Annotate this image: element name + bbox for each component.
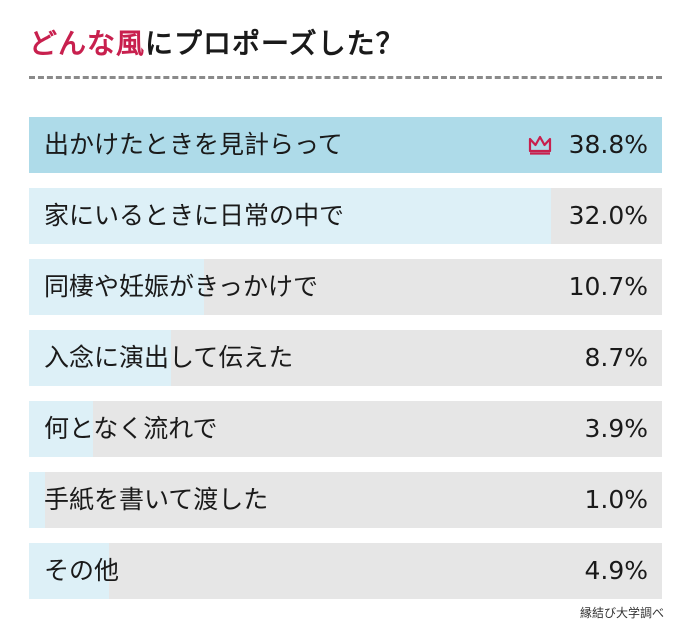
bar [29, 117, 662, 173]
category-label: 同棲や妊娠がきっかけで [44, 272, 319, 301]
category-label: 入念に演出して伝えた [44, 343, 294, 372]
value-label: 38.8% [568, 130, 648, 159]
category-label: 家にいるときに日常の中で [44, 201, 345, 230]
category-label: 何となく流れで [44, 414, 218, 443]
bar-row: 入念に演出して伝えた 8.7% [29, 330, 662, 386]
bar-row: 家にいるときに日常の中で 32.0% [29, 188, 662, 244]
chart-title-accent: どんな風 [29, 27, 146, 60]
bar-row: 何となく流れで 3.9% [29, 401, 662, 457]
bar [29, 330, 171, 386]
value-label: 8.7% [584, 343, 648, 372]
dashed-divider [29, 76, 662, 79]
bar [29, 259, 204, 315]
bar-row: 手紙を書いて渡した 1.0% [29, 472, 662, 528]
chart-title-rest: にプロポーズした？ [145, 27, 405, 60]
category-label: その他 [44, 556, 120, 585]
value-label: 1.0% [584, 485, 648, 514]
bar [29, 401, 93, 457]
category-label: 手紙を書いて渡した [44, 485, 269, 514]
value-label: 10.7% [568, 272, 648, 301]
bar-row: 出かけたときを見計らって 38.8% [29, 117, 662, 173]
bar-row: その他 4.9% [29, 543, 662, 599]
bar-row: 同棲や妊娠がきっかけで 10.7% [29, 259, 662, 315]
category-label: 出かけたときを見計らって [44, 130, 343, 159]
value-label: 4.9% [584, 556, 648, 585]
value-label: 32.0% [568, 201, 648, 230]
value-label: 3.9% [584, 414, 648, 443]
bar [29, 188, 552, 244]
source-note: 縁結び大学調べ [579, 606, 664, 620]
bar [29, 543, 109, 599]
chart-title: どんな風にプロポーズした？ [29, 22, 405, 62]
bar [29, 472, 46, 528]
crown-icon [528, 135, 552, 155]
